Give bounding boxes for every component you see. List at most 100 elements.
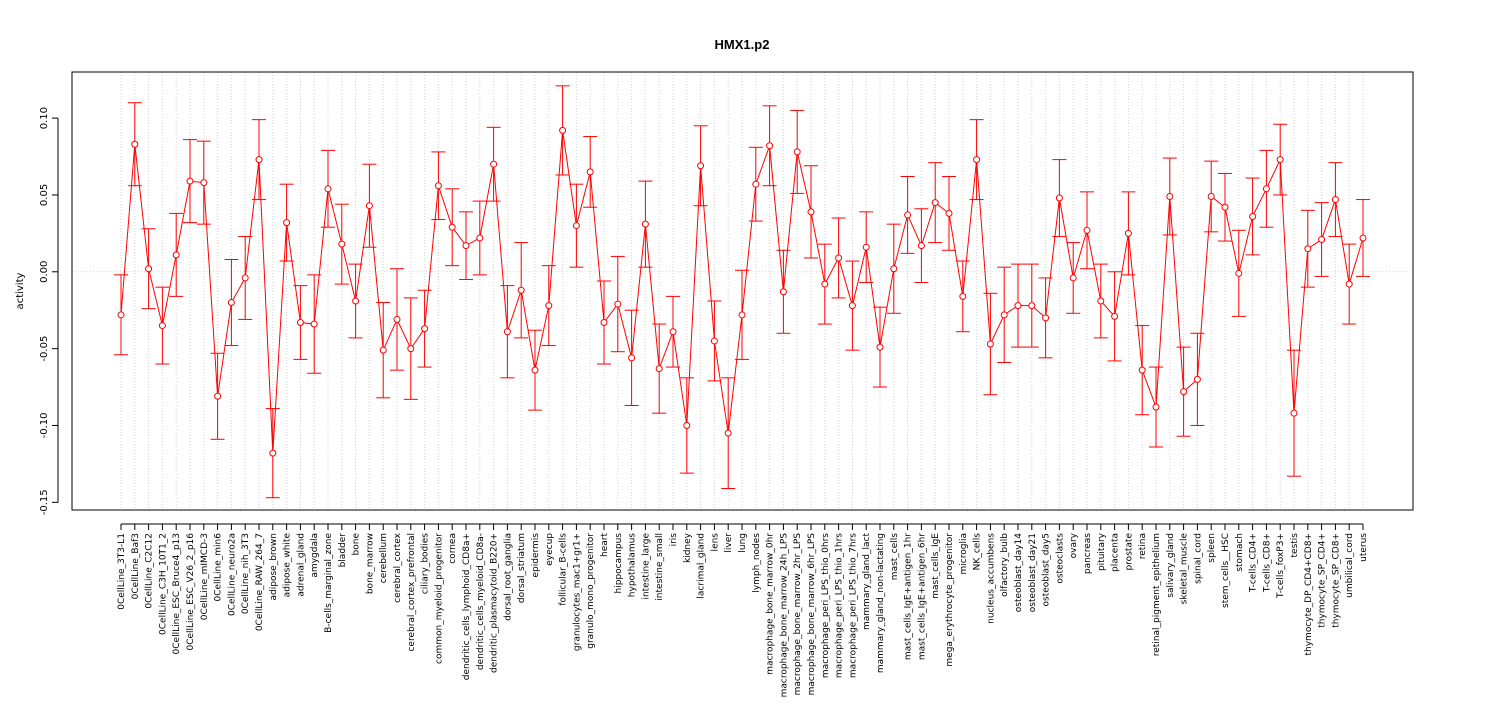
x-tick-label: granulocytes_mac1+gr1+ bbox=[572, 533, 582, 651]
data-point bbox=[338, 240, 346, 248]
x-tick-label: osteoblast_day14 bbox=[1014, 533, 1024, 612]
data-point bbox=[1207, 192, 1215, 200]
x-tick-label: stomach bbox=[1235, 533, 1245, 572]
x-tick-label: thymocyte_SP_CD4+ bbox=[1318, 533, 1328, 628]
data-point bbox=[1028, 302, 1036, 310]
x-tick-label: 0CellLine_mIMCD-3 bbox=[200, 533, 210, 620]
plot-frame bbox=[71, 71, 1414, 511]
x-tick-label: 0CellLine_C3H_10T1_2 bbox=[158, 533, 168, 635]
data-point bbox=[1193, 375, 1201, 383]
x-tick-label: lacrimal_gland bbox=[697, 533, 707, 599]
x-tick-label: adipose_brown bbox=[269, 533, 279, 600]
x-tick-label: dendritic_plasmacytoid_B220+ bbox=[490, 533, 500, 673]
y-tick-label: -0.10 bbox=[39, 413, 50, 439]
data-point bbox=[365, 202, 373, 210]
x-tick-label: microglia bbox=[959, 533, 969, 574]
data-point bbox=[1069, 274, 1077, 282]
x-tick-label: macrophage_bone_marrow_6hr_LPS bbox=[807, 533, 817, 696]
x-tick-label: macrophage_peri_LPS_thio_7hrs bbox=[848, 533, 858, 678]
data-point bbox=[1359, 234, 1367, 242]
data-point bbox=[1235, 269, 1243, 277]
x-tick-label: salivary_gland bbox=[1166, 533, 1176, 598]
y-axis: -0.15 -0.10 -0.05 0.00 0.05 0.10 bbox=[39, 107, 59, 515]
x-tick-label: lung bbox=[738, 533, 748, 553]
data-point bbox=[503, 328, 511, 336]
data-point bbox=[407, 345, 415, 353]
x-tick-label: heart bbox=[600, 533, 610, 557]
x-tick-label: cornea bbox=[448, 533, 458, 564]
x-tick-label: intestine_small bbox=[655, 533, 665, 601]
data-point bbox=[614, 300, 622, 308]
x-tick-label: granulo_mono_progenitor bbox=[586, 533, 596, 649]
y-tick-label: -0.15 bbox=[39, 489, 50, 515]
data-point bbox=[973, 156, 981, 164]
data-point bbox=[724, 429, 732, 437]
x-tick-label: skeletal_muscle bbox=[1180, 533, 1190, 605]
x-tick-label: macrophage_peri_LPS_thio_1hrs bbox=[835, 533, 845, 678]
x-tick-label: spleen bbox=[1207, 533, 1217, 563]
x-tick-label: 0CellLine_ESC_V26_2_p16 bbox=[186, 533, 196, 651]
x-tick-label: retinal_pigment_epithelium bbox=[1152, 533, 1162, 656]
data-point bbox=[227, 299, 235, 307]
x-tick-label: follicular_B-cells bbox=[559, 533, 569, 606]
data-point bbox=[283, 219, 291, 227]
data-point bbox=[559, 126, 567, 134]
x-tick-label: lens bbox=[710, 533, 720, 552]
x-tick-label: B-cells_marginal_zone bbox=[324, 533, 334, 633]
x-tick-label: macrophage_bone_marrow_0hr bbox=[766, 533, 776, 675]
data-point bbox=[959, 292, 967, 300]
data-point bbox=[145, 265, 153, 273]
data-point bbox=[931, 199, 939, 207]
y-tick-label: 0.00 bbox=[39, 261, 50, 283]
data-point bbox=[1290, 409, 1298, 417]
x-tick-label: 0CellLine_min6 bbox=[214, 533, 224, 602]
data-point bbox=[1249, 212, 1257, 220]
x-tick-label: osteoblast_day5 bbox=[1042, 533, 1052, 607]
data-point bbox=[324, 185, 332, 193]
x-tick-label: thymocyte_SP_CD8+ bbox=[1331, 533, 1341, 628]
data-point bbox=[172, 251, 180, 259]
x-tick-label: cerebral_cortex bbox=[393, 532, 403, 603]
data-point bbox=[1318, 236, 1326, 244]
data-point bbox=[752, 180, 760, 188]
data-point bbox=[986, 340, 994, 348]
x-tick-label: 0CellLine_neuro2a bbox=[227, 533, 237, 616]
x-tick-label: hippocampus bbox=[614, 533, 624, 594]
x-tick-label: macrophage_bone_marrow_24h_LPS bbox=[779, 533, 789, 698]
data-point bbox=[1304, 245, 1312, 253]
x-tick-label: mega_erythrocyte_progenitor bbox=[945, 533, 955, 667]
data-point bbox=[448, 223, 456, 231]
x-tick-label: pancreas bbox=[1083, 533, 1093, 574]
x-tick-label: T-cells_foxP3+ bbox=[1276, 533, 1286, 599]
data-point bbox=[241, 274, 249, 282]
x-tick-label: 0CellLine_ESC_Bruce4_p13 bbox=[172, 533, 182, 654]
data-point bbox=[1111, 312, 1119, 320]
data-point bbox=[1180, 388, 1188, 396]
data-point bbox=[476, 234, 484, 242]
data-point bbox=[1221, 203, 1229, 211]
x-tick-label: hypothalamus bbox=[628, 533, 638, 597]
data-point bbox=[379, 346, 387, 354]
data-point bbox=[1042, 314, 1050, 322]
data-point bbox=[641, 220, 649, 228]
data-point bbox=[186, 177, 194, 185]
data-point bbox=[807, 208, 815, 216]
x-tick-label: bone_marrow bbox=[365, 533, 375, 594]
data-point bbox=[1124, 229, 1132, 237]
data-point bbox=[890, 265, 898, 273]
x-tick-label: mast_cells_IgE bbox=[931, 533, 941, 599]
x-tick-label: ovary bbox=[1069, 532, 1079, 558]
data-point bbox=[697, 162, 705, 170]
x-tick-label: mast_cells bbox=[890, 533, 900, 580]
x-tick-label: uterus bbox=[1359, 533, 1369, 562]
x-tick-label: adipose_white bbox=[283, 533, 293, 598]
data-point bbox=[352, 297, 360, 305]
data-point bbox=[421, 325, 429, 333]
data-point bbox=[779, 288, 787, 296]
data-point bbox=[1152, 403, 1160, 411]
data-point bbox=[1083, 226, 1091, 234]
data-point bbox=[917, 242, 925, 250]
y-tick-label: 0.10 bbox=[39, 107, 50, 129]
data-point bbox=[835, 254, 843, 262]
